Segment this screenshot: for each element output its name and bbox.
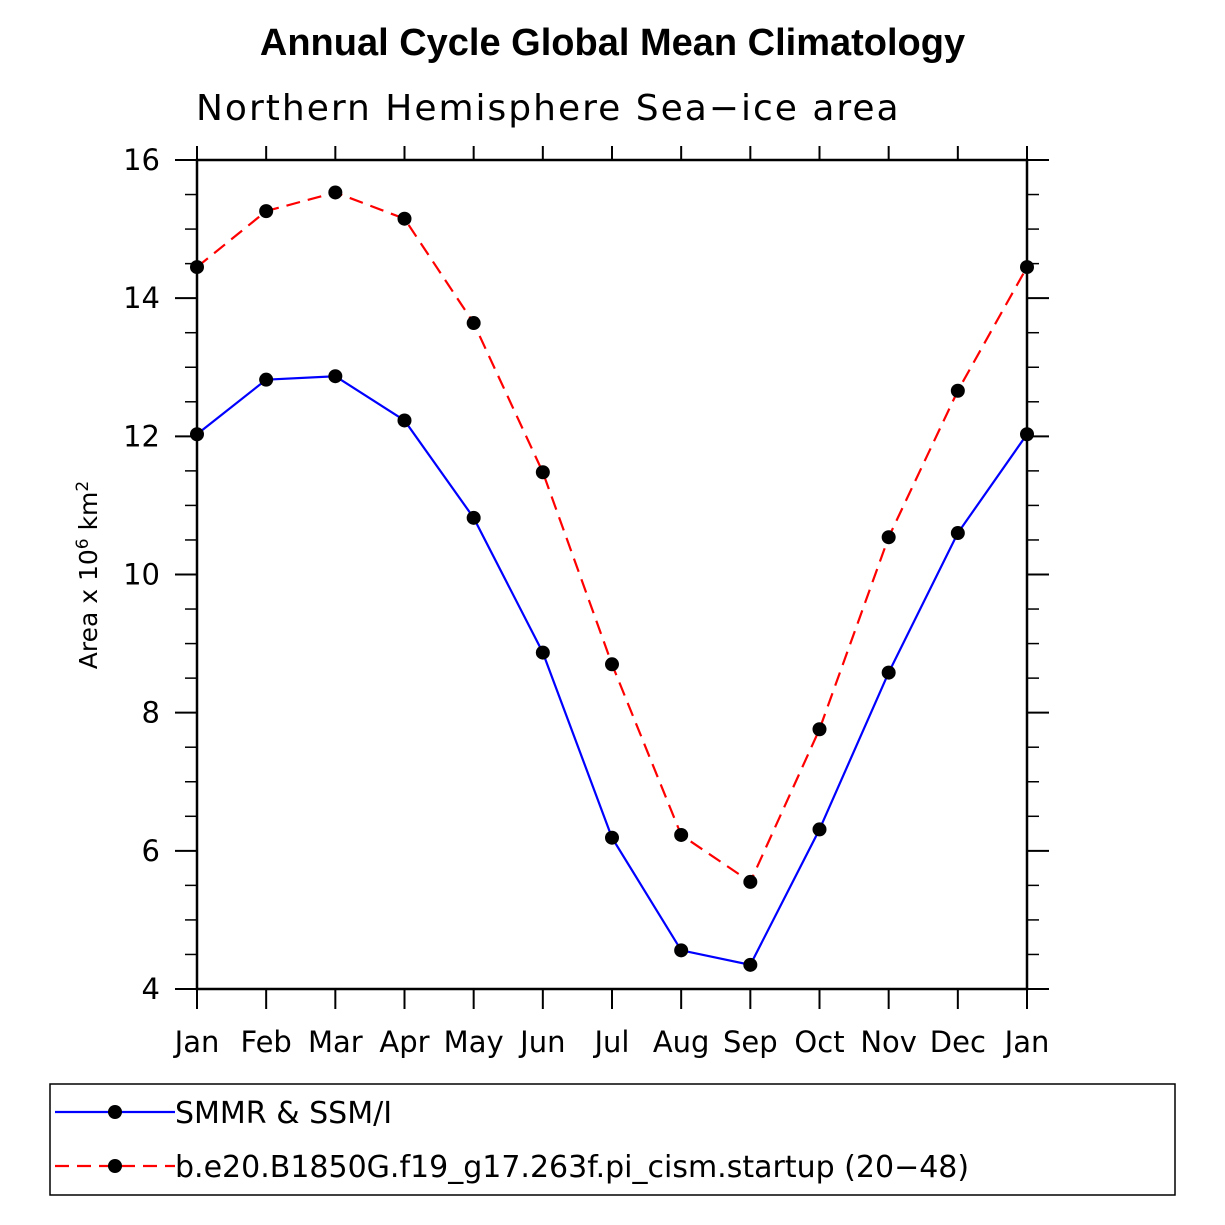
y-axis-label: Area x 106 km2: [73, 481, 103, 669]
x-tick-label: Apr: [379, 1025, 429, 1059]
series-2-point: [812, 722, 827, 737]
series-1-point: [812, 822, 827, 837]
legend-box: [49, 1083, 1176, 1196]
y-tick-label: 8: [142, 696, 160, 730]
x-tick-label: May: [444, 1025, 504, 1059]
x-tick-label: Sep: [723, 1025, 778, 1059]
x-tick-label: Jan: [1003, 1025, 1050, 1059]
chart-title: Annual Cycle Global Mean Climatology: [259, 22, 966, 64]
x-tick-label: Oct: [794, 1025, 844, 1059]
series-1-point: [397, 413, 412, 428]
legend-marker-2: [108, 1159, 122, 1173]
series-2-point: [535, 465, 550, 480]
y-tick-label: 10: [123, 558, 160, 592]
legend-label-1: SMMR & SSM/I: [175, 1096, 392, 1131]
tick-labels: Jan Feb Mar Apr May Jun Jul Aug Sep Oct Nov Dec Jan 4…: [123, 143, 1049, 1059]
y-tick-label: 4: [142, 972, 160, 1006]
x-tick-label: Feb: [240, 1025, 291, 1059]
series-1-point: [259, 372, 274, 387]
series-1-point: [674, 943, 689, 958]
x-tick-label: Nov: [860, 1025, 917, 1059]
series-2-point: [950, 383, 965, 398]
x-tick-label: Aug: [653, 1025, 710, 1059]
series-1-point: [190, 427, 204, 442]
legend-marker-1: [108, 1105, 122, 1119]
plot-frame: [195, 158, 1029, 991]
series-group: [190, 185, 1034, 972]
series-2-point: [466, 316, 481, 331]
x-tick-label: Jan: [173, 1025, 220, 1059]
series-1-point: [881, 665, 896, 680]
series-2-point: [674, 827, 689, 842]
x-tick-label: Mar: [308, 1025, 363, 1059]
series-2-point: [1020, 260, 1034, 275]
y-tick-label: 12: [123, 419, 160, 453]
series-1-point: [605, 830, 619, 845]
series-1-point: [535, 645, 550, 660]
series-2-point: [259, 204, 274, 219]
series-2-point: [743, 874, 758, 889]
series-2-point: [605, 657, 619, 672]
x-tick-label: Dec: [930, 1025, 986, 1059]
series-2-point: [397, 211, 412, 226]
series-1-point: [743, 957, 758, 972]
series-1-point: [1020, 427, 1034, 442]
legend-label-2: b.e20.B1850G.f19_g17.263f.pi_cism.startu…: [175, 1150, 969, 1185]
series-2-point: [328, 185, 343, 200]
series-1-point: [466, 510, 481, 525]
series-line-2: [196, 191, 1028, 884]
series-2-point: [190, 260, 204, 275]
x-tick-label: Jul: [593, 1025, 630, 1059]
y-tick-label: 16: [123, 143, 160, 177]
axis-ticks: [175, 146, 1049, 1009]
y-tick-label: 14: [123, 281, 160, 315]
chart-subtitle: Northern Hemisphere Sea−ice area: [196, 88, 901, 129]
legend: SMMR & SSM/I b.e20.B1850G.f19_g17.263f.pi…: [55, 1096, 969, 1185]
x-tick-label: Jun: [518, 1025, 565, 1059]
series-2-point: [881, 530, 896, 545]
series-1-point: [328, 369, 343, 384]
series-1-point: [950, 526, 965, 541]
y-tick-label: 6: [142, 834, 160, 868]
